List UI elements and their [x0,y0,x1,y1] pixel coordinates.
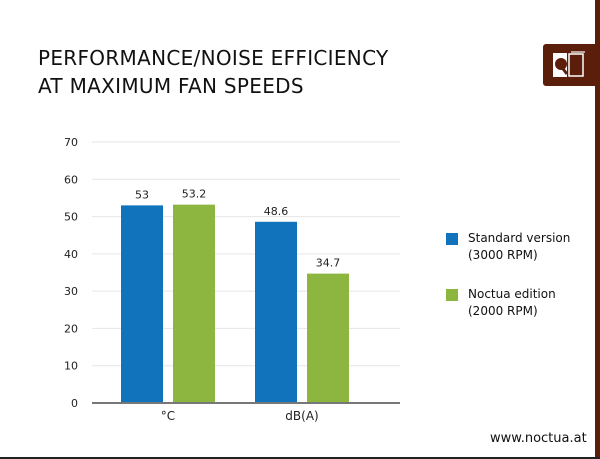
legend-label: Standard version [468,231,571,245]
bottom-border [0,457,600,459]
x-tick-label: dB(A) [285,409,318,423]
title-line-1: PERFORMANCE/NOISE EFFICIENCY [38,46,389,70]
y-tick-label: 40 [64,248,78,261]
y-tick-label: 10 [64,360,78,373]
data-label: 53 [135,188,149,201]
bar-noctua [173,204,215,403]
y-tick-label: 30 [64,285,78,298]
legend-sublabel: (3000 RPM) [468,248,538,262]
y-tick-label: 20 [64,322,78,335]
data-label: 48.6 [264,205,289,218]
bar-standard [255,221,297,403]
x-tick-label: °C [161,409,175,423]
chart-title: PERFORMANCE/NOISE EFFICIENCY AT MAXIMUM … [38,44,389,100]
data-label: 34.7 [316,257,341,270]
y-tick-label: 0 [71,397,78,410]
footer-url[interactable]: www.noctua.at [490,431,587,446]
legend-swatch-standard [446,233,458,245]
bar-standard [121,205,163,403]
legend-swatch-noctua [446,289,458,301]
title-line-2: AT MAXIMUM FAN SPEEDS [38,74,304,98]
legend-label: Noctua edition [468,287,556,301]
y-tick-label: 60 [64,173,78,186]
noctua-owl-logo-icon [543,44,598,86]
brand-border [595,0,600,459]
bar-noctua [307,273,349,403]
y-tick-label: 70 [64,136,78,149]
legend-sublabel: (2000 RPM) [468,304,538,318]
y-tick-label: 50 [64,211,78,224]
data-label: 53.2 [182,188,207,201]
